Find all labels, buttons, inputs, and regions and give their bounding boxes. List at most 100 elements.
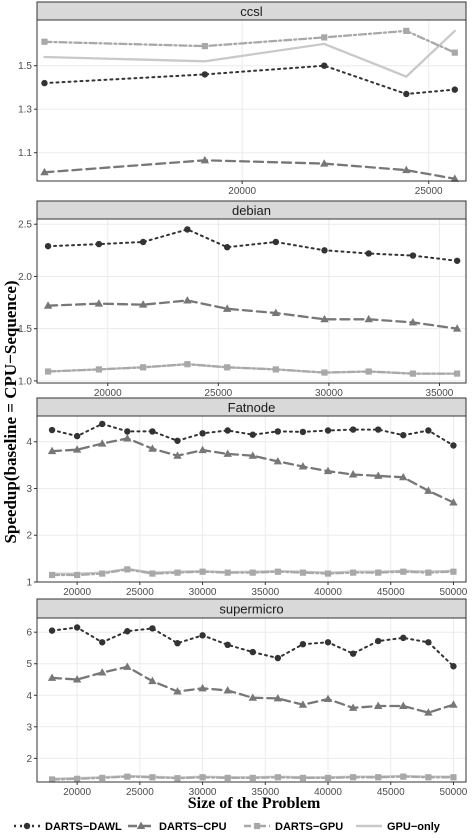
data-point — [271, 308, 281, 317]
data-point — [249, 774, 256, 781]
data-point — [72, 445, 82, 453]
data-point — [424, 708, 433, 716]
data-point — [174, 437, 181, 444]
x-tick-label: 35000 — [426, 388, 454, 399]
data-point — [249, 431, 256, 438]
y-tick-label: 1.5 — [18, 324, 32, 335]
y-tick-label: 1.1 — [18, 148, 32, 159]
data-point — [324, 639, 332, 646]
data-point — [149, 428, 156, 435]
series-line — [51, 422, 455, 447]
legend-item: DARTS−CPU — [128, 821, 227, 833]
data-point — [452, 324, 462, 332]
data-point — [348, 703, 358, 711]
data-point — [43, 301, 53, 309]
data-point — [73, 624, 81, 631]
data-point — [148, 444, 157, 452]
x-tick-label: 40000 — [314, 587, 342, 598]
data-point — [450, 442, 457, 449]
x-tick-label: 30000 — [189, 587, 217, 598]
data-point — [365, 250, 372, 257]
data-point — [140, 364, 147, 371]
data-point — [321, 369, 328, 376]
data-point — [349, 650, 357, 657]
data-point — [373, 701, 383, 709]
panel-title: Fatnode — [228, 400, 276, 415]
panel-fatnode: Fatnode 20000 25000 30000 35000 40000 45000 500… — [26, 397, 468, 598]
y-axis-label: Speedup(baseline = CPU−Sequence) — [1, 280, 20, 543]
data-point — [124, 628, 131, 635]
data-point — [47, 446, 57, 455]
data-point — [98, 668, 107, 676]
series-line — [46, 363, 459, 375]
data-point — [402, 165, 411, 174]
panel-title: ccsl — [240, 4, 263, 19]
y-tick-label: 4 — [26, 691, 32, 702]
x-tick-label: 20000 — [94, 388, 122, 399]
x-tick-label: 30000 — [189, 787, 217, 798]
x-tick-label: 50000 — [440, 587, 468, 598]
data-point — [409, 370, 417, 377]
data-point — [201, 43, 208, 50]
data-point — [449, 498, 458, 506]
data-point — [350, 569, 357, 576]
data-point — [184, 361, 191, 368]
data-point — [324, 570, 332, 577]
data-point — [321, 247, 328, 254]
data-point — [98, 439, 107, 447]
x-tick-label: 45000 — [377, 787, 405, 798]
legend-item: DARTS−GPU — [244, 821, 343, 833]
y-tick-label: 2 — [26, 531, 32, 542]
data-point — [201, 71, 209, 78]
data-point — [348, 470, 358, 478]
x-tick-label: 35000 — [251, 587, 279, 598]
legend-label: DARTS−DAWL — [45, 821, 122, 833]
data-point — [374, 637, 382, 645]
data-point — [223, 686, 232, 694]
data-point — [44, 242, 52, 250]
data-point — [350, 774, 357, 781]
data-point — [123, 662, 132, 670]
panel-frame — [36, 218, 467, 384]
y-tick-label: 1.0 — [18, 376, 32, 387]
data-point — [99, 420, 106, 428]
data-point — [365, 368, 372, 375]
data-point — [224, 774, 231, 781]
data-point — [349, 426, 357, 433]
data-point — [425, 569, 432, 576]
y-tick-label: 4 — [26, 437, 32, 448]
data-point — [224, 641, 231, 649]
data-point — [299, 569, 307, 576]
data-point — [174, 569, 181, 576]
data-point — [272, 238, 280, 246]
legend-marker — [136, 821, 146, 829]
data-point — [199, 774, 206, 781]
data-point — [48, 426, 56, 434]
series-line — [43, 64, 456, 96]
data-point — [425, 427, 432, 434]
data-point — [174, 640, 181, 647]
data-point — [399, 701, 408, 709]
x-tick-label: 30000 — [315, 388, 343, 399]
legend-label: GPU−only — [387, 821, 441, 833]
data-point — [199, 430, 206, 437]
data-point — [399, 472, 408, 481]
data-point — [99, 774, 106, 781]
data-point — [44, 368, 52, 375]
data-point — [424, 486, 433, 494]
data-point — [324, 774, 332, 781]
data-point — [222, 304, 232, 312]
data-point — [408, 318, 418, 326]
data-point — [73, 432, 81, 440]
x-tick-label: 20000 — [63, 587, 91, 598]
data-point — [95, 240, 103, 248]
y-tick-label: 3 — [26, 484, 32, 495]
data-point — [298, 700, 308, 708]
data-point — [299, 774, 307, 781]
data-point — [400, 431, 407, 439]
x-tick-label: 45000 — [377, 587, 405, 598]
data-point — [272, 366, 279, 373]
y-tick-label: 2 — [26, 754, 32, 765]
data-point — [450, 663, 457, 670]
